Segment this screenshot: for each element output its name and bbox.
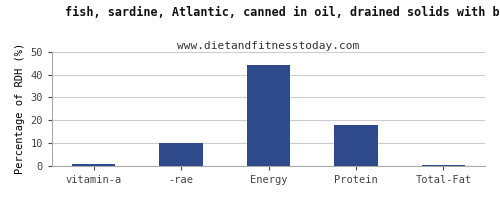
Bar xyxy=(246,65,290,166)
Bar xyxy=(159,143,203,166)
Bar xyxy=(334,125,378,166)
Text: fish, sardine, Atlantic, canned in oil, drained solids with bone per 100: fish, sardine, Atlantic, canned in oil, … xyxy=(65,6,500,19)
Bar xyxy=(72,164,116,166)
Y-axis label: Percentage of RDH (%): Percentage of RDH (%) xyxy=(15,43,25,174)
Bar xyxy=(422,165,466,166)
Title: www.dietandfitnesstoday.com: www.dietandfitnesstoday.com xyxy=(178,41,360,51)
